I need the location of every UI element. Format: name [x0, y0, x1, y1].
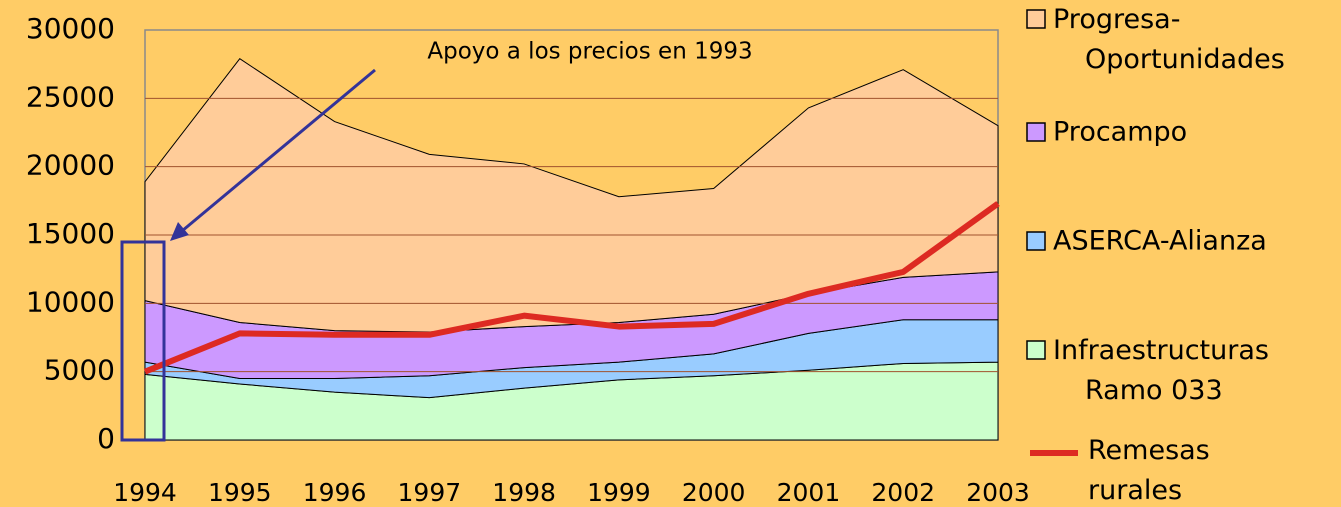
legend-label-line: Oportunidades [1085, 44, 1285, 75]
annotation-arrow [175, 68, 376, 238]
y-tick-label: 10000 [26, 285, 115, 318]
legend-label-line: Ramo 033 [1085, 375, 1223, 406]
x-tick-label: 1994 [113, 478, 177, 507]
legend-swatch [1026, 9, 1046, 29]
x-tick-label: 1998 [492, 478, 556, 507]
annotation: Apoyo a los precios en 1993 [427, 39, 752, 65]
x-tick-label: 1997 [398, 478, 462, 507]
x-tick-label: 2000 [682, 478, 746, 507]
x-tick-label: 1995 [208, 478, 272, 507]
y-tick-label: 15000 [26, 217, 115, 250]
legend-label: Remesas rurales [1088, 435, 1218, 506]
highlight-box [120, 240, 166, 442]
x-tick-label: 2002 [871, 478, 935, 507]
legend-label: ASERCA-Alianza [1053, 226, 1267, 257]
legend-label-line: Remesas [1088, 435, 1218, 466]
area [144, 58, 999, 333]
legend-swatch [1026, 231, 1046, 251]
legend-swatch [1026, 340, 1046, 360]
y-tick-label: 5000 [44, 354, 115, 387]
legend-swatch [1026, 122, 1046, 142]
legend-label-line: rurales [1088, 475, 1182, 506]
x-tick-label: 2003 [966, 478, 1030, 507]
x-tick-label: 2001 [777, 478, 841, 507]
y-tick-label: 30000 [26, 12, 115, 45]
y-tick-label: 0 [97, 422, 115, 455]
legend-label: Infraestructuras Ramo 033 [1053, 335, 1278, 406]
x-tick-label: 1999 [587, 478, 651, 507]
legend-label-line: Infraestructuras [1053, 335, 1278, 366]
y-tick-label: 20000 [26, 149, 115, 182]
legend-label: Progresa- Oportunidades [1053, 4, 1285, 75]
arrow-head [170, 222, 189, 241]
legend-label: Procampo [1053, 117, 1187, 148]
line [143, 201, 1000, 375]
y-tick-label: 25000 [26, 80, 115, 113]
legend-label-line: Progresa- [1053, 4, 1180, 35]
x-tick-label: 1996 [303, 478, 367, 507]
